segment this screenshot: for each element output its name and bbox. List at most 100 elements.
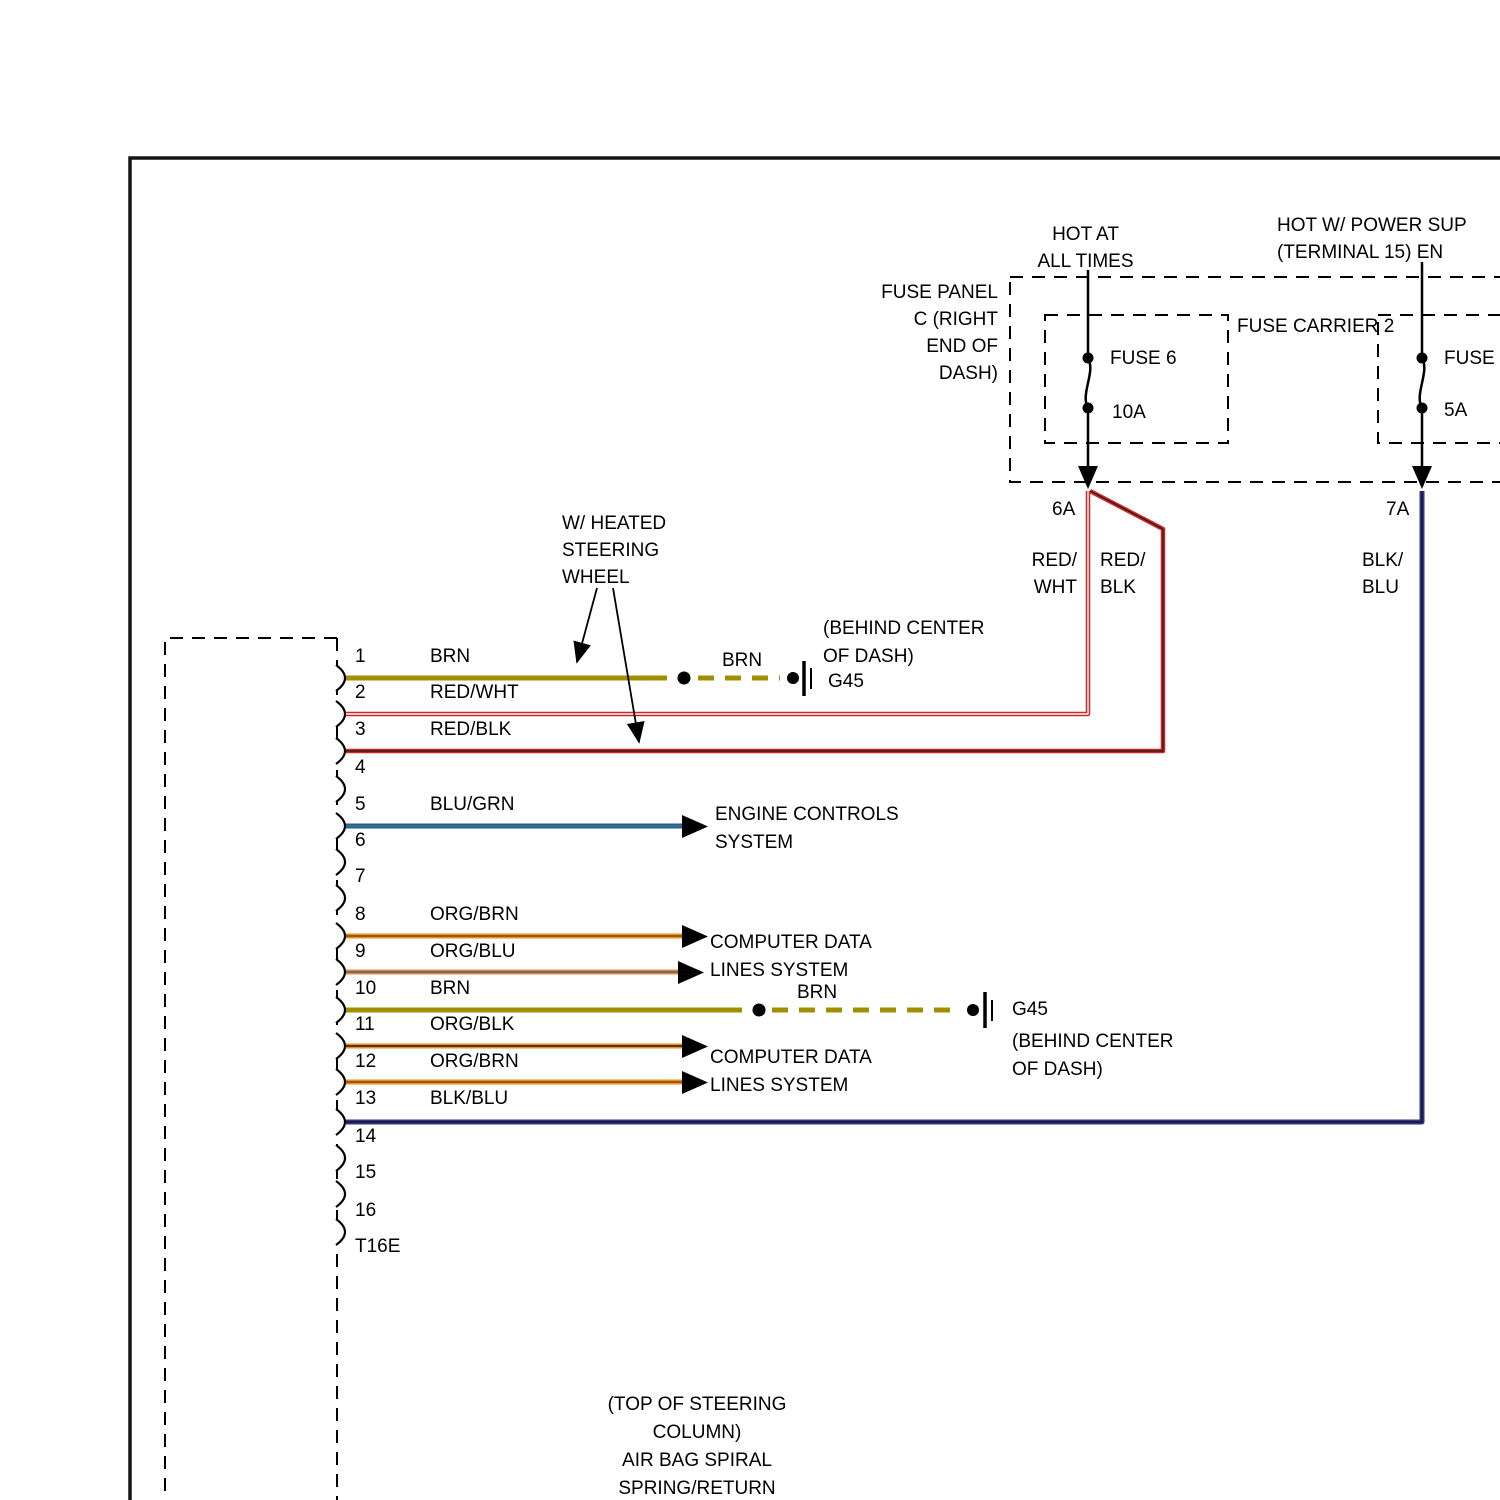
wire-label-pin8: ORG/BRN — [430, 904, 519, 925]
engine-ref-line2: SYSTEM — [715, 832, 794, 853]
steering-column-note: (TOP OF STEERING COLUMN) AIR BAG SPIRAL … — [517, 1391, 877, 1500]
connector-outline — [164, 637, 338, 1500]
ground-1-loc-2: OF DASH) — [823, 646, 914, 667]
data-ref2-line1: COMPUTER DATA — [710, 1047, 872, 1068]
supply-label-left: HOT AT ALL TIMES — [1013, 221, 1158, 275]
fuse-carrier-label: FUSE CARRIER 2 — [1237, 316, 1395, 337]
data-ref2-line2: LINES SYSTEM — [710, 1075, 849, 1096]
bottom-line3: AIR BAG SPIRAL — [622, 1450, 772, 1471]
pin-number-9: 9 — [355, 941, 366, 962]
system-ref-arrows — [678, 815, 708, 1094]
ground-g45-2-dot — [967, 1004, 979, 1016]
ground-1-id: G45 — [828, 671, 864, 692]
feed-wire-red-wht: RED/ WHT — [1015, 547, 1077, 601]
junction-dot — [752, 1003, 766, 1017]
fuse-panel-line1: FUSE PANEL — [881, 282, 998, 303]
computer-data-ref-1: COMPUTER DATA LINES SYSTEM — [710, 929, 872, 985]
pin-number-12: 12 — [355, 1051, 377, 1072]
fuse-panel-location: FUSE PANEL C (RIGHT END OF DASH) — [818, 279, 998, 387]
engine-ref-line1: ENGINE CONTROLS — [715, 804, 899, 825]
supply-right-line2: (TERMINAL 15) EN — [1277, 242, 1444, 263]
wire-brn-inline-1: BRN — [722, 650, 763, 671]
terminal-6a-arrow — [1078, 466, 1098, 489]
pin-number-7: 7 — [355, 866, 366, 887]
terminal-7a-label: 7A — [1386, 499, 1410, 520]
feed-blk-blu-2: BLU — [1362, 577, 1399, 598]
ground-g45-1-dot — [787, 672, 799, 684]
feed-red-blk-2: BLK — [1100, 577, 1136, 598]
ground-1-location: (BEHIND CENTER OF DASH) — [823, 615, 985, 671]
junction-dot — [677, 671, 691, 685]
pin-number-6: 6 — [355, 830, 366, 851]
pin-number-2: 2 — [355, 682, 366, 703]
pin-number-15: 15 — [355, 1162, 377, 1183]
pin-number-10: 10 — [355, 978, 377, 999]
ground-2-id: G45 — [1012, 999, 1048, 1020]
pin-terminal-arcs — [335, 664, 347, 1246]
wire-label-pin5: BLU/GRN — [430, 794, 515, 815]
ground-1-loc-1: (BEHIND CENTER — [823, 618, 985, 639]
data-ref1-line2: LINES SYSTEM — [710, 960, 849, 981]
heated-note-pointers — [573, 587, 645, 744]
page-border — [128, 156, 1500, 1500]
pin-number-1: 1 — [355, 646, 366, 667]
supply-left-line2: ALL TIMES — [1037, 251, 1134, 272]
fuse-6-rating: 10A — [1112, 402, 1146, 423]
fuse-6-outline — [1044, 314, 1229, 444]
data-ref-arrow-4 — [682, 1071, 708, 1094]
pin-number-13: 13 — [355, 1088, 377, 1109]
wire-label-pin10: BRN — [430, 978, 471, 999]
bottom-line2: COLUMN) — [652, 1422, 742, 1443]
fuse-panel-line2: C (RIGHT — [913, 309, 998, 330]
fuse-panel-line4: DASH) — [938, 363, 998, 384]
supply-label-right: HOT W/ POWER SUP (TERMINAL 15) EN — [1277, 212, 1467, 266]
data-ref1-line1: COMPUTER DATA — [710, 932, 872, 953]
fuse-right-symbol — [1412, 262, 1432, 489]
supply-left-line1: HOT AT — [1052, 224, 1119, 245]
wire-label-pin12: ORG/BRN — [430, 1051, 519, 1072]
pin-number-4: 4 — [355, 757, 366, 778]
grounds-and-junctions — [677, 661, 993, 1028]
computer-data-ref-2: COMPUTER DATA LINES SYSTEM — [710, 1044, 872, 1100]
connector-id: T16E — [355, 1236, 401, 1257]
data-ref-arrow-1 — [682, 925, 708, 948]
supply-right-line1: HOT W/ POWER SUP — [1277, 215, 1467, 236]
engine-ref-arrow — [682, 815, 708, 838]
pin-number-3: 3 — [355, 719, 366, 740]
ground-2-location: (BEHIND CENTER OF DASH) — [1012, 1028, 1174, 1084]
wire-label-pin3: RED/BLK — [430, 719, 512, 740]
feed-blk-blu-1: BLK/ — [1362, 550, 1404, 571]
fuse-6-name: FUSE 6 — [1110, 348, 1177, 369]
wires — [346, 489, 1425, 1125]
terminal-6a-label: 6A — [1052, 499, 1076, 520]
heated-line2: STEERING — [562, 540, 660, 561]
feed-wire-red-blk: RED/ BLK — [1100, 547, 1145, 601]
ground-2-loc-1: (BEHIND CENTER — [1012, 1031, 1174, 1052]
heated-steering-note: W/ HEATED STEERING WHEEL — [562, 510, 666, 591]
pin-number-5: 5 — [355, 794, 366, 815]
fuse-panel-boxes — [1009, 276, 1500, 483]
wire-label-pin2: RED/WHT — [430, 682, 519, 703]
pin-number-16: 16 — [355, 1200, 377, 1221]
fuse-panel-line3: END OF — [926, 336, 998, 357]
pin-number-8: 8 — [355, 904, 366, 925]
ground-2-loc-2: OF DASH) — [1012, 1059, 1103, 1080]
feed-red-wht-2: WHT — [1033, 577, 1077, 598]
pin-number-11: 11 — [355, 1014, 375, 1035]
bottom-line4: SPRING/RETURN — [618, 1478, 776, 1499]
wire-brn-inline-2: BRN — [797, 982, 838, 1003]
feed-red-blk-1: RED/ — [1100, 550, 1146, 571]
fuse-6-symbol — [1078, 270, 1098, 489]
fuse-right-name: FUSE — [1444, 348, 1495, 369]
engine-controls-ref: ENGINE CONTROLS SYSTEM — [715, 801, 899, 857]
wire-label-pin13: BLK/BLU — [430, 1088, 509, 1109]
wire-label-pin9: ORG/BLU — [430, 941, 516, 962]
fuse-panel-outline — [1009, 276, 1500, 483]
wire-label-pin11: ORG/BLK — [430, 1014, 515, 1035]
data-ref-arrow-3 — [682, 1035, 708, 1058]
data-ref-arrow-2 — [678, 961, 704, 984]
pin-number-14: 14 — [355, 1126, 377, 1147]
heated-line3: WHEEL — [562, 567, 630, 588]
